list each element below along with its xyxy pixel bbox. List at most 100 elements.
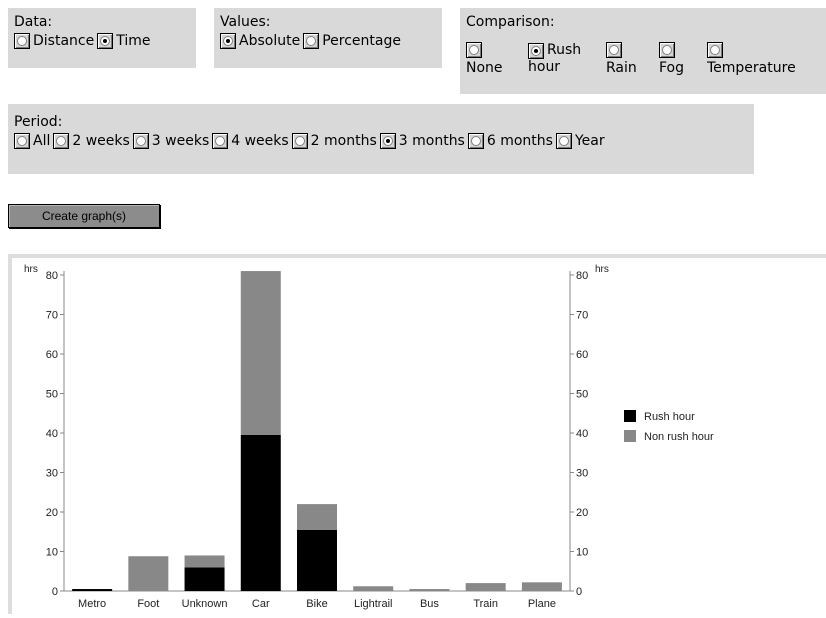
values-group-title: Values: (220, 14, 271, 30)
time-label: Time (116, 33, 151, 49)
3-weeks-radio[interactable] (132, 133, 149, 149)
distance-label: Distance (33, 33, 95, 49)
fog-label: Fog (659, 60, 685, 76)
bar-train-non-rush-hour (465, 583, 506, 591)
values-option-absolute[interactable]: Absolute (220, 33, 300, 49)
rain-label: Rain (606, 60, 637, 76)
time-radio[interactable] (97, 33, 114, 49)
comparison-option-rush-hour[interactable]: Rush hour (528, 42, 581, 76)
y-tick-label-left: 50 (46, 389, 58, 401)
6-months-label: 6 months (486, 133, 553, 149)
absolute-label: Absolute (239, 33, 301, 49)
y-tick-label-right: 70 (576, 310, 588, 322)
4-weeks-label: 4 weeks (231, 133, 289, 149)
period-option-4-weeks[interactable]: 4 weeks (212, 133, 289, 149)
legend-swatch-0 (624, 410, 636, 422)
y-tick-label-right: 0 (576, 586, 582, 598)
bar-bus-non-rush-hour (409, 589, 450, 591)
y-tick-label-right: 30 (576, 468, 588, 480)
none-label: None (466, 60, 503, 76)
bar-unknown-non-rush-hour (184, 555, 225, 568)
x-tick-label: Foot (137, 598, 159, 610)
y-tick-label-right: 10 (576, 547, 588, 559)
x-tick-label: Bike (306, 598, 327, 610)
rush-hour-label-line1: Rush (547, 42, 582, 58)
y-axis-unit-right: hrs (595, 264, 609, 275)
y-tick-label-left: 80 (46, 270, 58, 282)
fog-radio[interactable] (659, 42, 675, 58)
2-months-radio[interactable] (291, 133, 308, 149)
percentage-radio[interactable] (303, 33, 320, 49)
legend-label-0: Rush hour (644, 411, 695, 423)
period-option-2-weeks[interactable]: 2 weeks (53, 133, 130, 149)
bar-lightrail-non-rush-hour (353, 586, 394, 591)
y-tick-label-left: 40 (46, 428, 58, 440)
2-weeks-label: 2 weeks (72, 133, 130, 149)
bar-foot-non-rush-hour (128, 556, 169, 591)
chart-area: 0 0 10 10 20 20 30 30 40 40 50 50 60 60 70 70 80 80 hrs hrs… (12, 258, 826, 614)
y-tick-label-right: 80 (576, 270, 588, 282)
y-tick-label-right: 40 (576, 428, 588, 440)
bar-car-rush-hour (240, 434, 281, 591)
values-group: Values: Absolute Percentage (214, 8, 442, 68)
x-tick-label: Plane (528, 598, 556, 610)
3-months-radio[interactable] (379, 133, 396, 149)
comparison-option-none[interactable]: None (466, 42, 503, 77)
values-option-percentage[interactable]: Percentage (303, 33, 401, 49)
comparison-option-fog[interactable]: Fog (659, 42, 684, 77)
all-radio[interactable] (14, 133, 30, 149)
2-months-label: 2 months (310, 133, 377, 149)
x-tick-label: Unknown (182, 598, 228, 610)
y-tick-label-left: 70 (46, 310, 58, 322)
y-tick-label-left: 30 (46, 468, 58, 480)
data-option-time[interactable]: Time (97, 33, 150, 49)
legend-label-1: Non rush hour (644, 431, 714, 443)
comparison-option-rain[interactable]: Rain (606, 42, 637, 77)
all-label: All (33, 133, 51, 149)
y-tick-label-right: 20 (576, 507, 588, 519)
none-radio[interactable] (466, 42, 482, 58)
year-radio[interactable] (555, 133, 572, 149)
create-graph-button[interactable]: Create graph(s) (8, 204, 160, 228)
bar-chart: 0 0 10 10 20 20 30 30 40 40 50 50 60 60 70 70 80 80 hrs hrs… (24, 264, 714, 610)
x-tick-label: Train (473, 598, 498, 610)
3-months-label: 3 months (398, 133, 465, 149)
period-option-all[interactable]: All (14, 133, 50, 149)
bar-plane-non-rush-hour (521, 582, 562, 591)
comparison-group-title: Comparison: (466, 14, 555, 30)
y-tick-label-right: 50 (576, 389, 588, 401)
year-label: Year (574, 133, 605, 149)
period-option-year[interactable]: Year (555, 133, 605, 149)
bar-unknown-rush-hour (184, 567, 225, 591)
x-tick-label: Lightrail (354, 598, 393, 610)
bar-car-non-rush-hour (240, 271, 281, 435)
4-weeks-radio[interactable] (212, 133, 229, 149)
period-option-3-weeks[interactable]: 3 weeks (132, 133, 210, 149)
comparison-option-temperature[interactable]: Temperature (707, 42, 796, 77)
comparison-group: Comparison: None Rush hour Rain Fog Temp… (460, 8, 826, 94)
period-option-6-months[interactable]: 6 months (467, 133, 553, 149)
percentage-label: Percentage (322, 33, 401, 49)
temperature-radio[interactable] (707, 42, 723, 58)
2-weeks-radio[interactable] (53, 133, 70, 149)
absolute-radio[interactable] (220, 33, 236, 49)
period-option-2-months[interactable]: 2 months (291, 133, 377, 149)
bar-bike-rush-hour (297, 529, 337, 591)
distance-radio[interactable] (14, 33, 30, 49)
6-months-radio[interactable] (467, 133, 484, 149)
bar-metro-rush-hour (72, 589, 113, 591)
x-tick-label: Car (252, 598, 270, 610)
legend-swatch-1 (624, 430, 636, 442)
y-tick-label-left: 0 (52, 586, 58, 598)
rush-hour-radio[interactable] (528, 42, 544, 59)
y-tick-label-left: 10 (46, 547, 58, 559)
rain-radio[interactable] (606, 42, 622, 58)
period-group-title: Period: (14, 114, 63, 130)
3-weeks-label: 3 weeks (151, 133, 210, 149)
data-option-distance[interactable]: Distance (14, 33, 94, 49)
period-option-3-months[interactable]: 3 months (379, 133, 465, 149)
x-tick-label: Metro (78, 598, 106, 610)
data-group: Data: Distance Time (8, 8, 196, 68)
chart-panel: 0 0 10 10 20 20 30 30 40 40 50 50 60 60 70 70 80 80 hrs hrs… (8, 254, 826, 614)
x-tick-label: Bus (420, 598, 439, 610)
